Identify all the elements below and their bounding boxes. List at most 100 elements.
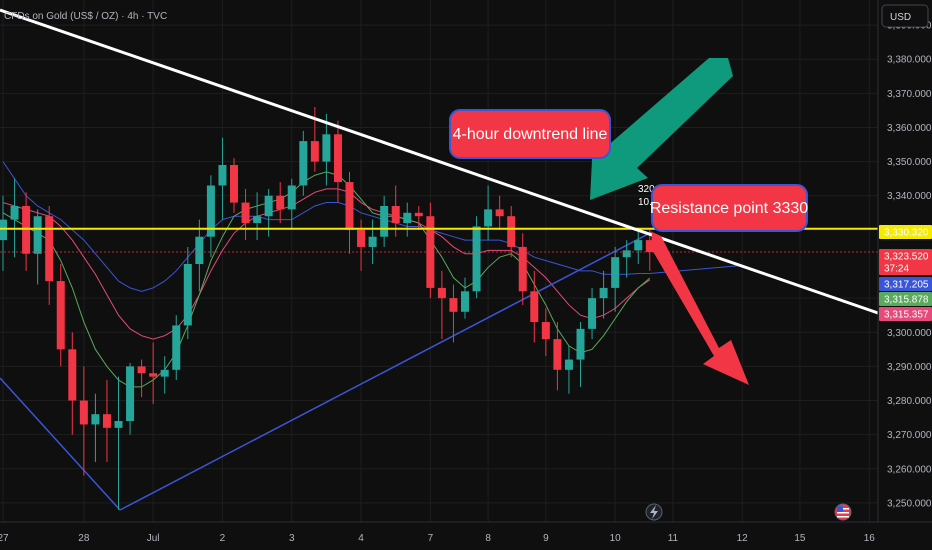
candle-body [276,195,285,210]
candle-body [541,322,550,340]
price-tag-label: 3,315.878 [884,295,929,306]
price-axis-label: 3,270.000 [887,430,932,441]
price-axis-label: 3,350.000 [887,157,932,168]
candle-body [264,195,273,217]
price-axis-label: 3,360.000 [887,123,932,134]
price-tag-label: 3,323.520 [884,252,929,263]
candle-body [553,339,562,370]
price-axis-label: 3,380.000 [887,55,932,66]
candle-body [241,202,250,224]
candle-body [230,165,238,203]
price-tag-bg [879,277,932,291]
candle-body [195,236,204,264]
candle-body [45,216,54,282]
time-axis-label: 7 [428,533,434,544]
price-tag: 3,330.320 [879,225,932,239]
candle-body [345,182,354,230]
candle-body [0,219,7,241]
candle-body [68,349,77,401]
lightning-event-icon[interactable] [645,503,663,521]
price-tag: 3,315.357 [879,307,932,321]
price-tag-bg [879,307,932,321]
time-axis-label: 8 [485,533,491,544]
candle-body [530,291,539,323]
moving-average-line-0 [2,161,650,292]
currency-button[interactable]: USD [881,4,929,28]
moving-average-line-1 [2,188,651,340]
price-axis-label: 3,280.000 [887,396,932,407]
candle-body [611,257,620,288]
time-axis-label: 28 [78,533,90,544]
price-axis-label: 3,260.000 [887,464,932,475]
candle-body [426,216,435,288]
candle-body [79,400,88,425]
candle-body [322,134,331,162]
candle-body [333,134,342,183]
candle-body [137,366,146,374]
candle-body [380,205,389,237]
candle-body [10,205,19,220]
symbol-title: CFDs on Gold (US$ / OZ) · 4h · TVC [4,11,167,22]
candle-body [403,212,412,224]
time-axis-label: 16 [864,533,876,544]
time-axis-label: 15 [794,533,806,544]
us-flag-event-icon[interactable] [834,503,852,521]
resistance-callout[interactable]: Resistance point 3330 [650,184,808,232]
support-line-left [0,377,121,511]
price-tag-bg [879,225,932,239]
price-tag-label: 3,315.357 [884,310,929,321]
candle-body [507,216,516,247]
time-axis-label: 9 [543,533,549,544]
candle-body [126,366,135,422]
candle-body [576,328,585,360]
candle-body [495,209,504,217]
candle-body [357,229,366,247]
price-axis-label: 3,250.000 [887,498,932,509]
downtrend-callout[interactable]: 4-hour downtrend line [449,109,611,159]
price-axis-label: 3,370.000 [887,89,932,100]
candle-body [91,414,100,425]
candle-body [588,298,597,329]
candle-body [472,226,481,292]
price-tag: 3,315.878 [879,292,932,306]
candle-body [22,205,31,254]
time-axis-label: 10 [610,533,622,544]
candle-body [449,298,458,312]
support-line-right [119,231,653,511]
candle-body [218,165,227,186]
candle-body [414,212,423,217]
indicator-hidden-text-1: 320 ( [638,184,661,195]
downtrend-callout-text: 4-hour downtrend line [453,126,608,143]
time-axis[interactable]: 27 28 Jul 2 3 4 7 8 9 10 11 12 15 16 [0,533,875,544]
time-axis-label: 12 [737,533,749,544]
candle-body [564,359,573,370]
price-tag-label: 3,317.205 [884,280,929,291]
time-axis-label: 2 [220,533,226,544]
resistance-callout-text: Resistance point 3330 [650,200,808,217]
currency-button-label: USD [890,12,911,23]
candle-body [391,205,400,224]
candle-body [114,421,123,428]
candle-body [645,240,654,252]
indicator-hidden-text-2: 10.5 [638,197,658,208]
candle-body [299,141,308,186]
candle-body [56,281,65,350]
candle-body [310,141,319,162]
red-arrow-icon [651,232,749,385]
candle-body [206,185,215,237]
candle-body [33,216,42,254]
candle-body [518,246,527,292]
price-axis-label: 3,340.000 [887,191,932,202]
candle-body [183,264,192,326]
green-arrow-icon [590,58,733,200]
price-axis-label: 3,290.000 [887,362,932,373]
time-axis-label: 27 [0,533,9,544]
candle-body [172,325,181,370]
downtrend-line[interactable] [0,8,879,315]
candle-body [368,236,377,247]
time-axis-label: Jul [147,533,160,544]
price-tag-label: 3,330.320 [884,228,929,239]
